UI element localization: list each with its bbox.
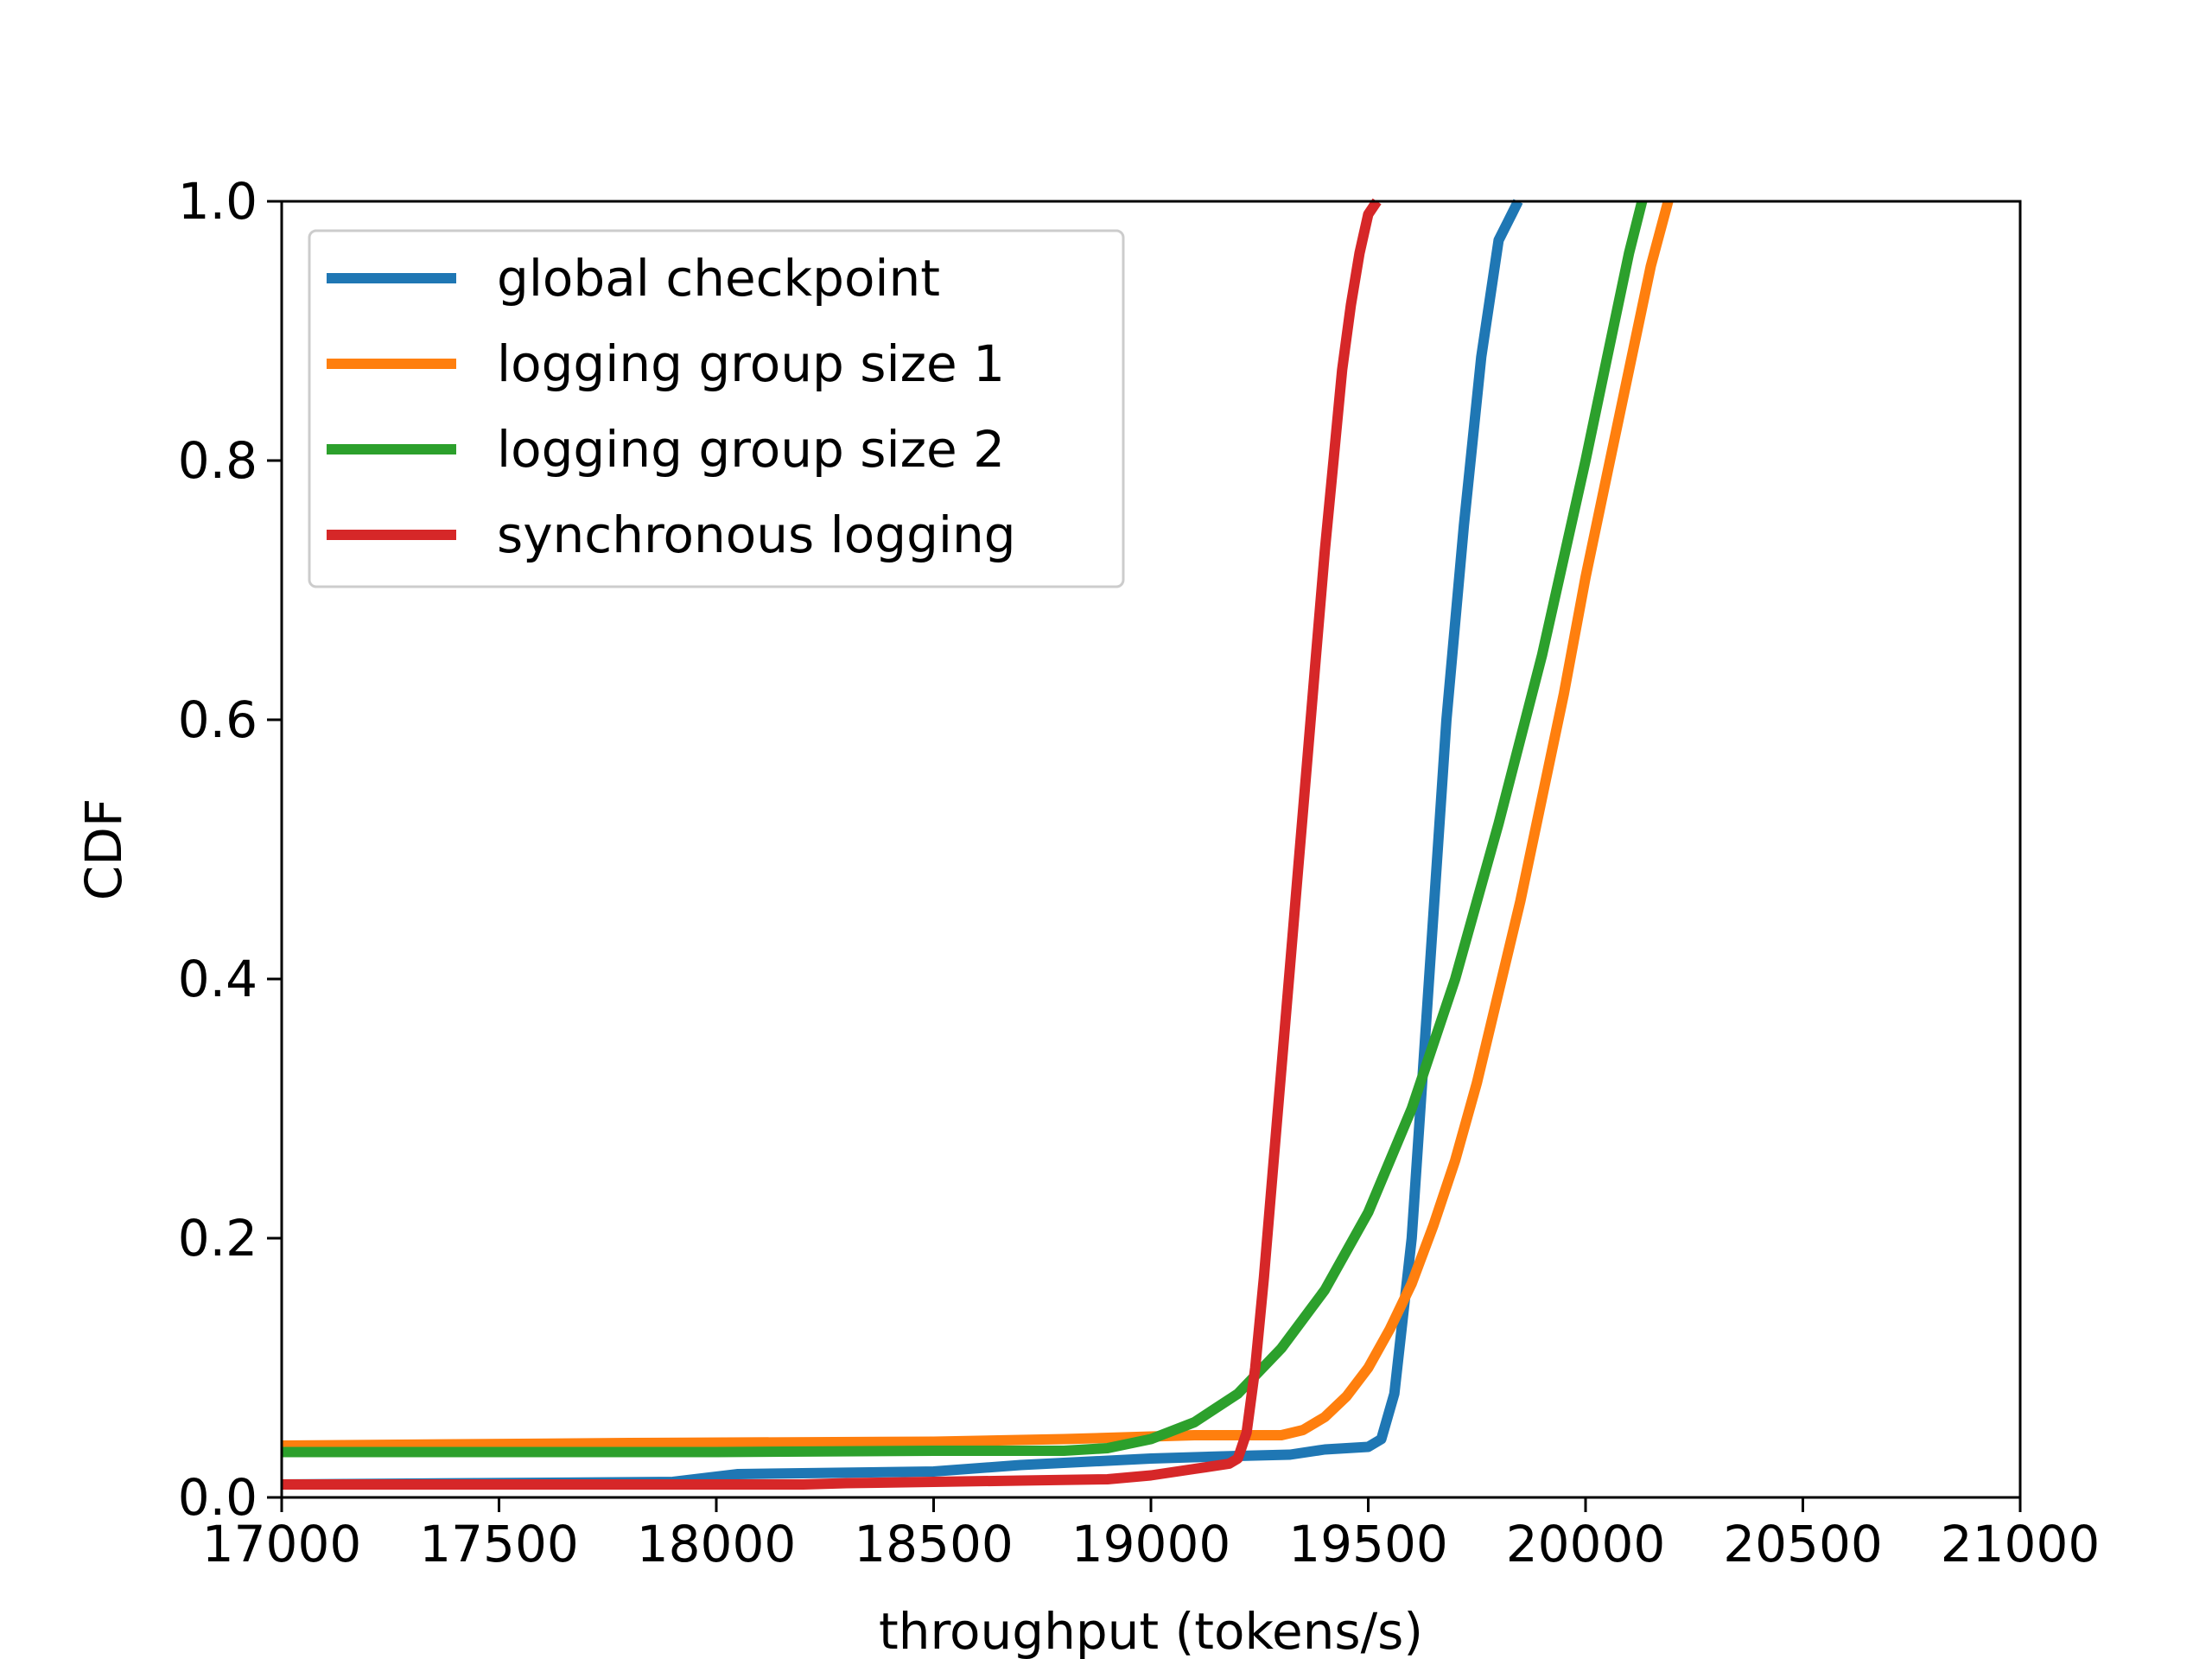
y-axis: 0.0 0.2 0.4 0.6 0.8 1.0 [178,172,282,1527]
legend-label: global checkpoint [497,249,940,308]
series-line-1 [282,199,1523,1490]
legend-label: synchronous logging [497,505,1016,564]
x-tick-label: 18000 [637,1515,797,1573]
y-tick-label: 0.8 [178,431,257,490]
x-tick-label: 19000 [1071,1515,1231,1573]
plot-lines [282,198,1674,1490]
legend-frame [308,229,1125,588]
y-tick-label: 0.2 [178,1209,257,1268]
y-tick-label: 0.4 [178,950,257,1008]
x-axis: 17000 17500 18000 18500 19000 19500 20000 20500… [202,1497,2101,1573]
legend: global checkpoint logging group size 1 log… [308,229,1125,588]
series-line-3 [282,200,1648,1458]
y-tick-label: 0.6 [178,690,257,749]
series-line-4 [282,198,1382,1490]
x-tick-label: 17000 [202,1515,362,1573]
y-tick-label: 0.0 [178,1468,257,1527]
x-tick-label: 19500 [1288,1515,1448,1573]
x-tick-label: 20500 [1723,1515,1883,1573]
x-tick-label: 17500 [419,1515,579,1573]
legend-label: logging group size 2 [497,420,1005,479]
x-tick-label: 18500 [854,1515,1014,1573]
y-tick-label: 1.0 [178,172,257,231]
y-axis-label: CDF [74,798,133,901]
x-tick-label: 21000 [1941,1515,2101,1573]
x-axis-label: throughput (tokens/s) [879,1602,1423,1659]
x-tick-label: 20000 [1506,1515,1666,1573]
legend-label: logging group size 1 [497,334,1005,393]
